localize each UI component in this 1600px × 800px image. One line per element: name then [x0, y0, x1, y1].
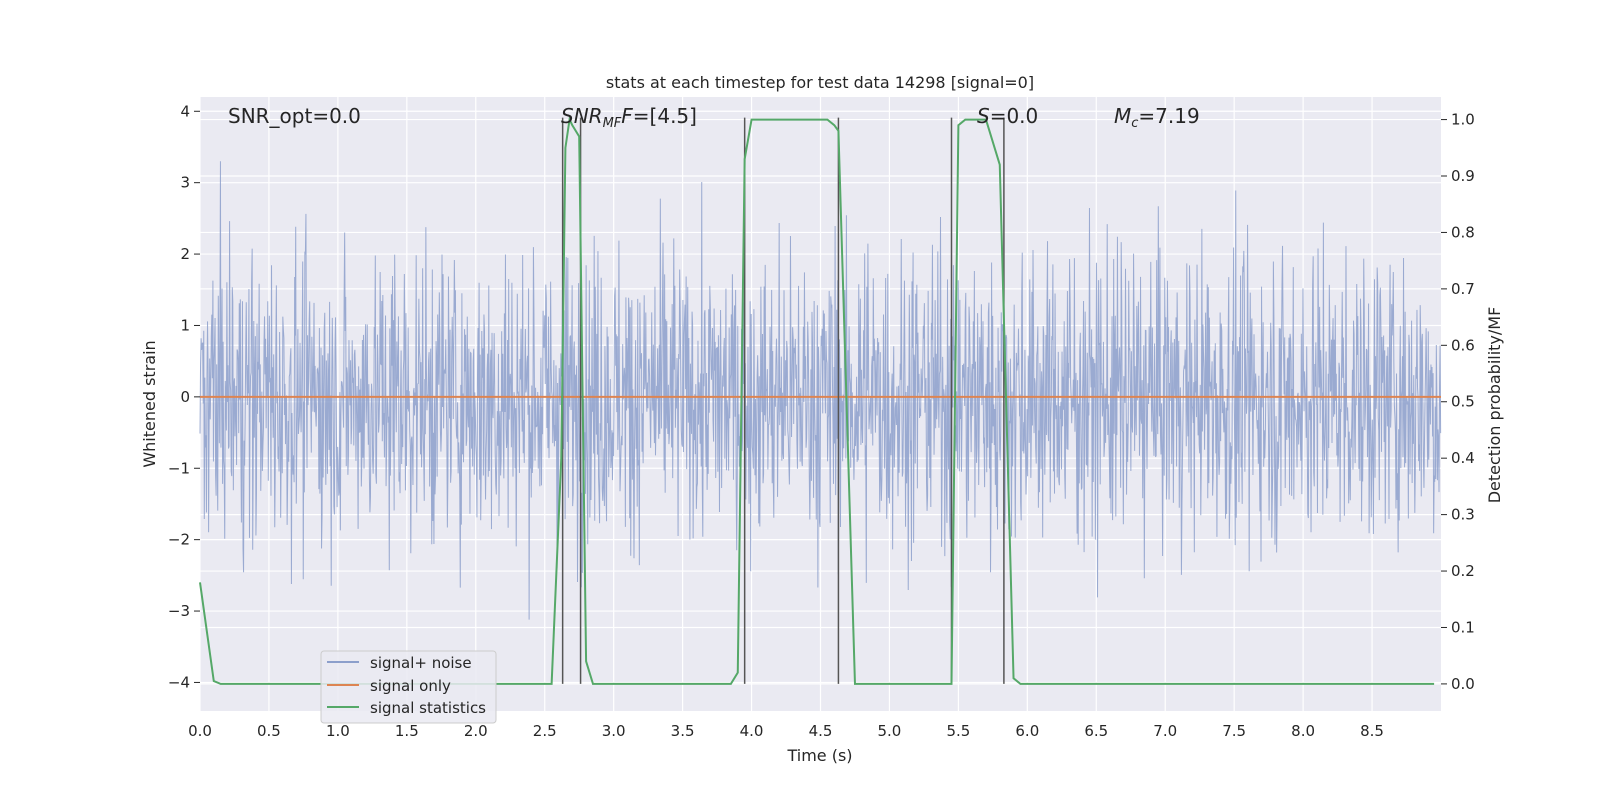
y2-tick-label: 0.9 — [1451, 167, 1475, 185]
series-signal-noise — [199, 161, 1442, 620]
x-tick-label: 7.0 — [1153, 722, 1177, 740]
y-tick-label: 4 — [180, 102, 190, 120]
annotation-s-main: S — [977, 104, 990, 128]
annotation-mc-main: M — [1114, 104, 1131, 128]
noise-line — [199, 161, 1442, 620]
x-ticks: 0.0 0.5 1.0 1.5 2.0 2.5 3.0 3.5 4.0 4.5 5.0 5.5 6.0 6… — [188, 722, 1384, 740]
annotation-snr-mf: SNRMFF=[4.5] — [561, 104, 697, 131]
annotation-s-value: =0.0 — [990, 104, 1039, 128]
x-tick-label: 8.5 — [1360, 722, 1384, 740]
signal-statistics-line — [199, 116, 1435, 685]
x-tick-label: 0.0 — [188, 722, 212, 740]
y-tick-label: 2 — [180, 245, 190, 263]
chart-title: stats at each timestep for test data 142… — [606, 73, 1034, 92]
y-tick-label: −4 — [168, 673, 190, 691]
x-tick-label: 2.5 — [533, 722, 557, 740]
legend-box — [320, 650, 497, 724]
annotation-snr-mf-sub: MF — [603, 116, 622, 131]
x-tick-label: 2.0 — [464, 722, 488, 740]
y2-tick-label: 0.8 — [1451, 223, 1475, 241]
y-tick-label: −3 — [168, 602, 190, 620]
y-axis-label: Whitened strain — [140, 340, 159, 467]
legend-label-signal-only: signal only — [370, 677, 451, 695]
x-tick-label: 3.5 — [671, 722, 695, 740]
y-tick-label: −2 — [168, 531, 190, 549]
x-tick-label: 1.5 — [395, 722, 419, 740]
x-tick-label: 4.0 — [740, 722, 764, 740]
y2-tick-label: 0.1 — [1451, 618, 1475, 636]
y-tick-label: −1 — [168, 459, 190, 477]
x-tick-label: 6.0 — [1015, 722, 1039, 740]
annotation-snr-mf-value: =[4.5] — [633, 104, 697, 128]
x-tick-label: 4.5 — [809, 722, 833, 740]
x-axis-label: Time (s) — [786, 746, 852, 765]
legend-label-signal-statistics: signal statistics — [370, 699, 486, 717]
y-tick-label: 3 — [180, 174, 190, 192]
x-tick-label: 1.0 — [326, 722, 350, 740]
annotation-mc-sub: c — [1131, 116, 1138, 131]
x-tick-label: 3.0 — [602, 722, 626, 740]
x-tick-label: 6.5 — [1084, 722, 1108, 740]
legend: signal+ noise signal only signal statist… — [320, 650, 497, 724]
y2-tick-label: 0.6 — [1451, 336, 1475, 354]
y2-tick-label: 0.0 — [1451, 675, 1475, 693]
y2-tick-label: 1.0 — [1451, 111, 1475, 129]
series-signal-statistics — [199, 116, 1435, 685]
x-tick-label: 7.5 — [1222, 722, 1246, 740]
y-tick-label: 0 — [180, 388, 190, 406]
y2-tick-label: 0.2 — [1451, 562, 1475, 580]
annotation-snr-opt: SNR_opt=0.0 — [228, 104, 361, 128]
x-tick-label: 5.5 — [946, 722, 970, 740]
annotation-snr-mf-main: SNR — [561, 104, 603, 128]
x-tick-label: 8.0 — [1291, 722, 1315, 740]
y-tick-label: 1 — [180, 316, 190, 334]
annotation-mc: Mc=7.19 — [1114, 104, 1200, 131]
x-tick-label: 5.0 — [878, 722, 902, 740]
y2-tick-label: 0.4 — [1451, 449, 1475, 467]
y2-axis-label: Detection probability/MF — [1485, 307, 1504, 504]
legend-label-signal-noise: signal+ noise — [370, 654, 472, 672]
y2-ticks: 1.0 0.9 0.8 0.7 0.6 0.5 0.4 0.3 0.2 0.1 0.0 — [1441, 111, 1475, 693]
y-ticks: 4 3 2 1 0 −1 −2 −3 −4 — [168, 102, 200, 691]
annotation-mc-value: =7.19 — [1138, 104, 1199, 128]
annotation-s: S=0.0 — [977, 104, 1038, 128]
y2-tick-label: 0.7 — [1451, 280, 1475, 298]
y2-tick-label: 0.5 — [1451, 393, 1475, 411]
x-tick-label: 0.5 — [257, 722, 281, 740]
y2-tick-label: 0.3 — [1451, 506, 1475, 524]
